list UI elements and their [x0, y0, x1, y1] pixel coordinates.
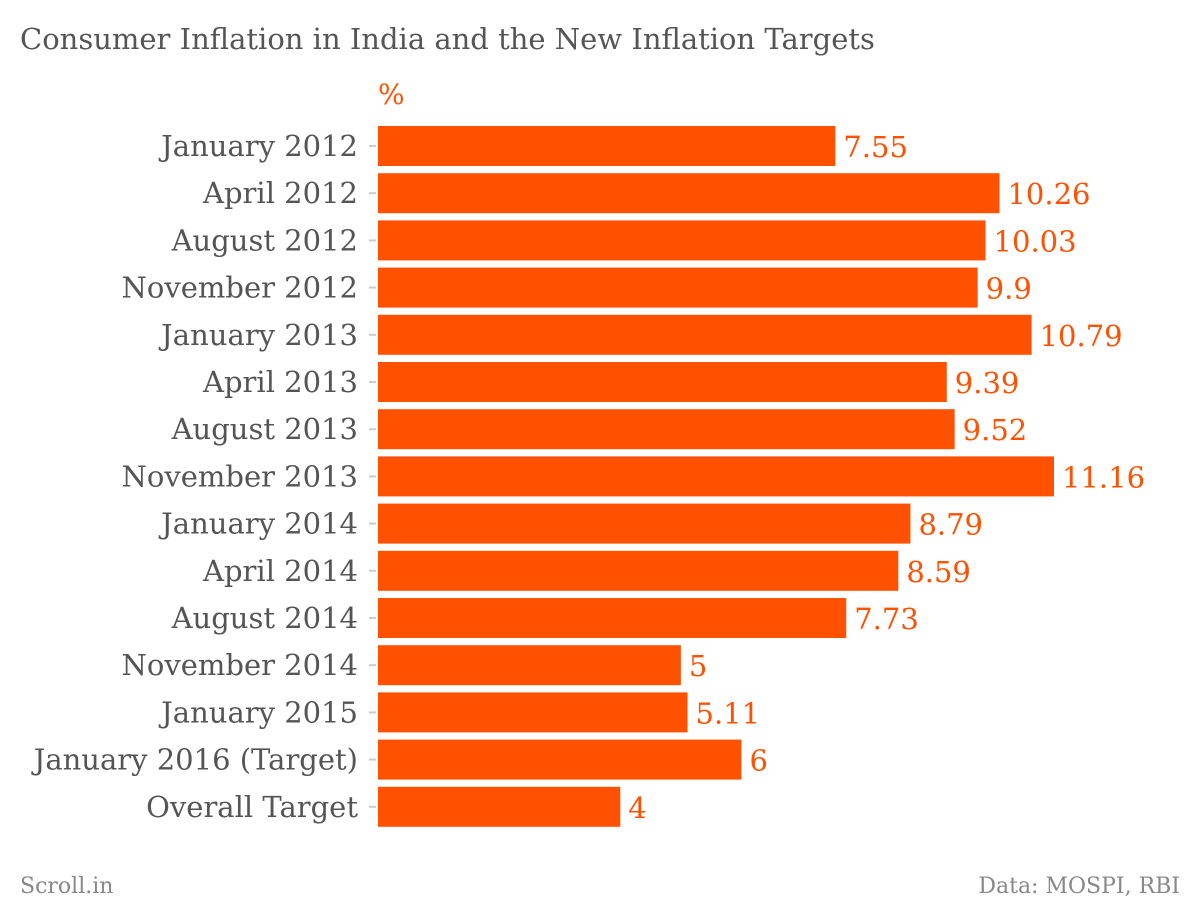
bar: [378, 503, 911, 544]
value-label: 9.9: [986, 272, 1032, 306]
category-label: Overall Target: [146, 790, 358, 824]
value-label: 6: [749, 744, 767, 778]
footer-source: Scroll.in: [20, 874, 114, 899]
bar: [378, 314, 1032, 355]
category-label: April 2012: [202, 176, 358, 210]
bar: [378, 645, 681, 686]
bar: [378, 692, 688, 733]
unit-label: %: [378, 78, 405, 111]
chart-title: Consumer Inflation in India and the New …: [20, 22, 875, 56]
category-label: August 2014: [171, 601, 358, 635]
value-label: 10.03: [994, 224, 1077, 258]
value-label: 8.79: [918, 508, 983, 542]
bar: [378, 362, 947, 402]
bar: [378, 598, 847, 638]
category-label: January 2012: [158, 129, 358, 163]
value-label: 10.79: [1040, 319, 1123, 353]
value-label: 4: [628, 791, 646, 825]
bar: [378, 786, 621, 827]
category-label: August 2012: [171, 223, 358, 257]
category-label: November 2012: [122, 271, 359, 305]
category-label: August 2013: [171, 412, 358, 446]
bar: [378, 409, 955, 450]
value-label: 9.39: [955, 366, 1020, 400]
value-label: 5.11: [696, 696, 761, 730]
category-label: January 2014: [158, 507, 358, 541]
value-label: 7.73: [854, 602, 919, 636]
category-label: January 2013: [158, 318, 358, 352]
category-label: January 2016 (Target): [31, 743, 358, 777]
value-label: 7.55: [843, 130, 908, 164]
category-label: November 2014: [122, 648, 359, 682]
bar: [378, 550, 899, 591]
value-label: 8.59: [906, 555, 971, 589]
bar: [378, 267, 978, 308]
category-label: April 2013: [202, 365, 358, 399]
bar: [378, 739, 742, 780]
footer-credit: Data: MOSPI, RBI: [978, 874, 1180, 899]
value-label: 10.26: [1007, 177, 1090, 211]
bar: [378, 126, 836, 166]
category-label: January 2015: [158, 695, 358, 729]
value-label: 11.16: [1062, 460, 1145, 494]
bar: [378, 173, 1000, 214]
value-label: 5: [689, 649, 707, 683]
bar: [378, 220, 986, 261]
category-label: November 2013: [122, 459, 359, 493]
value-label: 9.52: [963, 413, 1028, 447]
category-label: April 2014: [202, 554, 358, 588]
bar: [378, 456, 1054, 497]
